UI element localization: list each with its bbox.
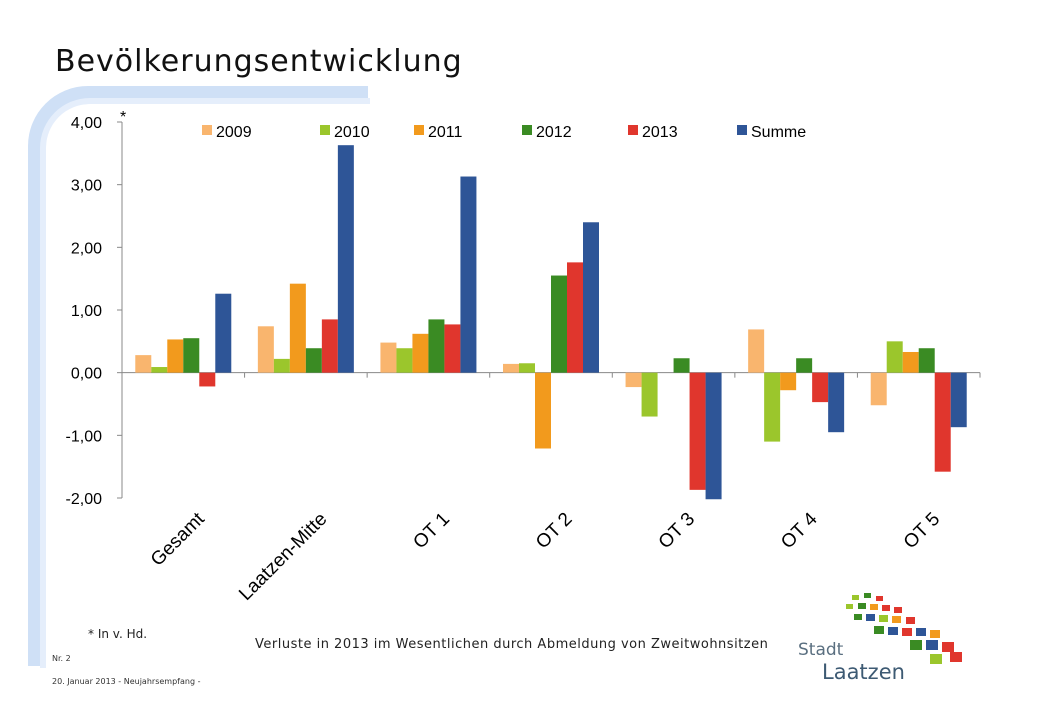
y-tick-label: 0,00 xyxy=(71,366,102,383)
y-tick-label: 4,00 xyxy=(71,115,102,132)
bar-summe-gesamt xyxy=(215,293,232,373)
page-title: Bevölkerungsentwicklung xyxy=(55,44,463,79)
x-tick-label: OT 1 xyxy=(409,509,453,553)
bar-2010-gesamt xyxy=(151,367,168,373)
logo-text-stadt: Stadt xyxy=(798,640,844,660)
legend-label: 2013 xyxy=(642,124,678,141)
legend-swatch xyxy=(628,125,638,135)
x-tick-label: Gesamt xyxy=(147,508,209,570)
legend-label: 2010 xyxy=(334,124,370,141)
bar-2010-laatzen-mitte xyxy=(273,358,290,373)
bar-2013-ot-2 xyxy=(567,262,583,373)
bar-2011-ot-4 xyxy=(780,372,797,391)
legend-swatch xyxy=(202,125,212,135)
bar-summe-ot-5 xyxy=(950,372,967,428)
stadt-laatzen-logo: Stadt Laatzen xyxy=(790,590,988,690)
bar-2011-ot-1 xyxy=(412,333,429,373)
bar-2012-ot-1 xyxy=(428,319,445,373)
bar-2012-laatzen-mitte xyxy=(305,348,322,373)
bar-2013-ot-5 xyxy=(934,372,951,472)
bar-2012-ot-4 xyxy=(796,358,813,373)
asterisk-marker: * xyxy=(120,109,126,126)
legend-label: Summe xyxy=(751,124,806,141)
bar-2013-ot-1 xyxy=(444,324,461,373)
date-event: 20. Januar 2013 - Neujahrsempfang - xyxy=(52,677,201,686)
legend-swatch xyxy=(320,125,330,135)
bar-2013-ot-3 xyxy=(689,372,706,490)
legend-label: 2012 xyxy=(536,124,572,141)
bar-summe-laatzen-mitte xyxy=(337,145,354,373)
x-tick-label: Laatzen-Mitte xyxy=(235,509,331,605)
y-tick-label: -2,00 xyxy=(66,491,103,508)
bar-2012-gesamt xyxy=(183,338,200,373)
bar-2011-laatzen-mitte xyxy=(289,283,306,373)
logo-text-laatzen: Laatzen xyxy=(822,660,905,684)
bar-summe-ot-4 xyxy=(828,372,845,433)
x-tick-label: OT 4 xyxy=(777,508,822,553)
decorative-frame-arc-inner xyxy=(40,98,370,668)
bar-2011-gesamt xyxy=(167,339,184,373)
logo-mosaic-icon xyxy=(846,593,962,664)
bar-2009-laatzen-mitte xyxy=(257,326,274,373)
legend-label: 2011 xyxy=(428,124,463,141)
bar-2010-ot-4 xyxy=(764,372,781,442)
bar-2012-ot-5 xyxy=(918,348,935,373)
bar-summe-ot-2 xyxy=(583,222,599,373)
bar-2010-ot-1 xyxy=(396,348,413,373)
bar-2011-ot-2 xyxy=(535,372,551,449)
bar-2009-ot-3 xyxy=(625,372,642,388)
bar-2009-gesamt xyxy=(135,355,152,373)
bar-2012-ot-3 xyxy=(673,358,690,373)
bar-2010-ot-2 xyxy=(519,363,535,373)
y-tick-label: 2,00 xyxy=(71,240,102,257)
bar-2013-gesamt xyxy=(199,372,216,387)
bar-2010-ot-3 xyxy=(641,372,658,417)
x-tick-label: OT 3 xyxy=(655,509,699,553)
bar-2012-ot-2 xyxy=(551,275,567,373)
legend-label: 2009 xyxy=(216,124,252,141)
legend-swatch xyxy=(414,125,424,135)
page-number: Nr. 2 xyxy=(52,654,71,663)
y-tick-label: -1,00 xyxy=(66,428,103,445)
y-tick-label: 3,00 xyxy=(71,178,102,195)
bar-summe-ot-1 xyxy=(460,176,477,373)
bar-2011-ot-5 xyxy=(902,351,919,373)
bar-2009-ot-2 xyxy=(503,363,519,373)
bar-2009-ot-1 xyxy=(380,342,397,373)
x-tick-label: OT 2 xyxy=(532,509,576,553)
legend-swatch xyxy=(737,125,747,135)
bar-2009-ot-4 xyxy=(748,329,765,373)
bar-2009-ot-5 xyxy=(870,372,887,406)
bar-2010-ot-5 xyxy=(886,341,903,373)
bar-2013-ot-4 xyxy=(812,372,829,403)
bar-2013-laatzen-mitte xyxy=(321,319,338,373)
legend-swatch xyxy=(522,125,532,135)
bar-summe-ot-3 xyxy=(705,372,722,500)
x-tick-label: OT 5 xyxy=(900,509,944,553)
footnote: * In v. Hd. xyxy=(88,627,148,641)
caption: Verluste in 2013 im Wesentlichen durch A… xyxy=(255,637,769,652)
y-tick-label: 1,00 xyxy=(71,303,102,320)
